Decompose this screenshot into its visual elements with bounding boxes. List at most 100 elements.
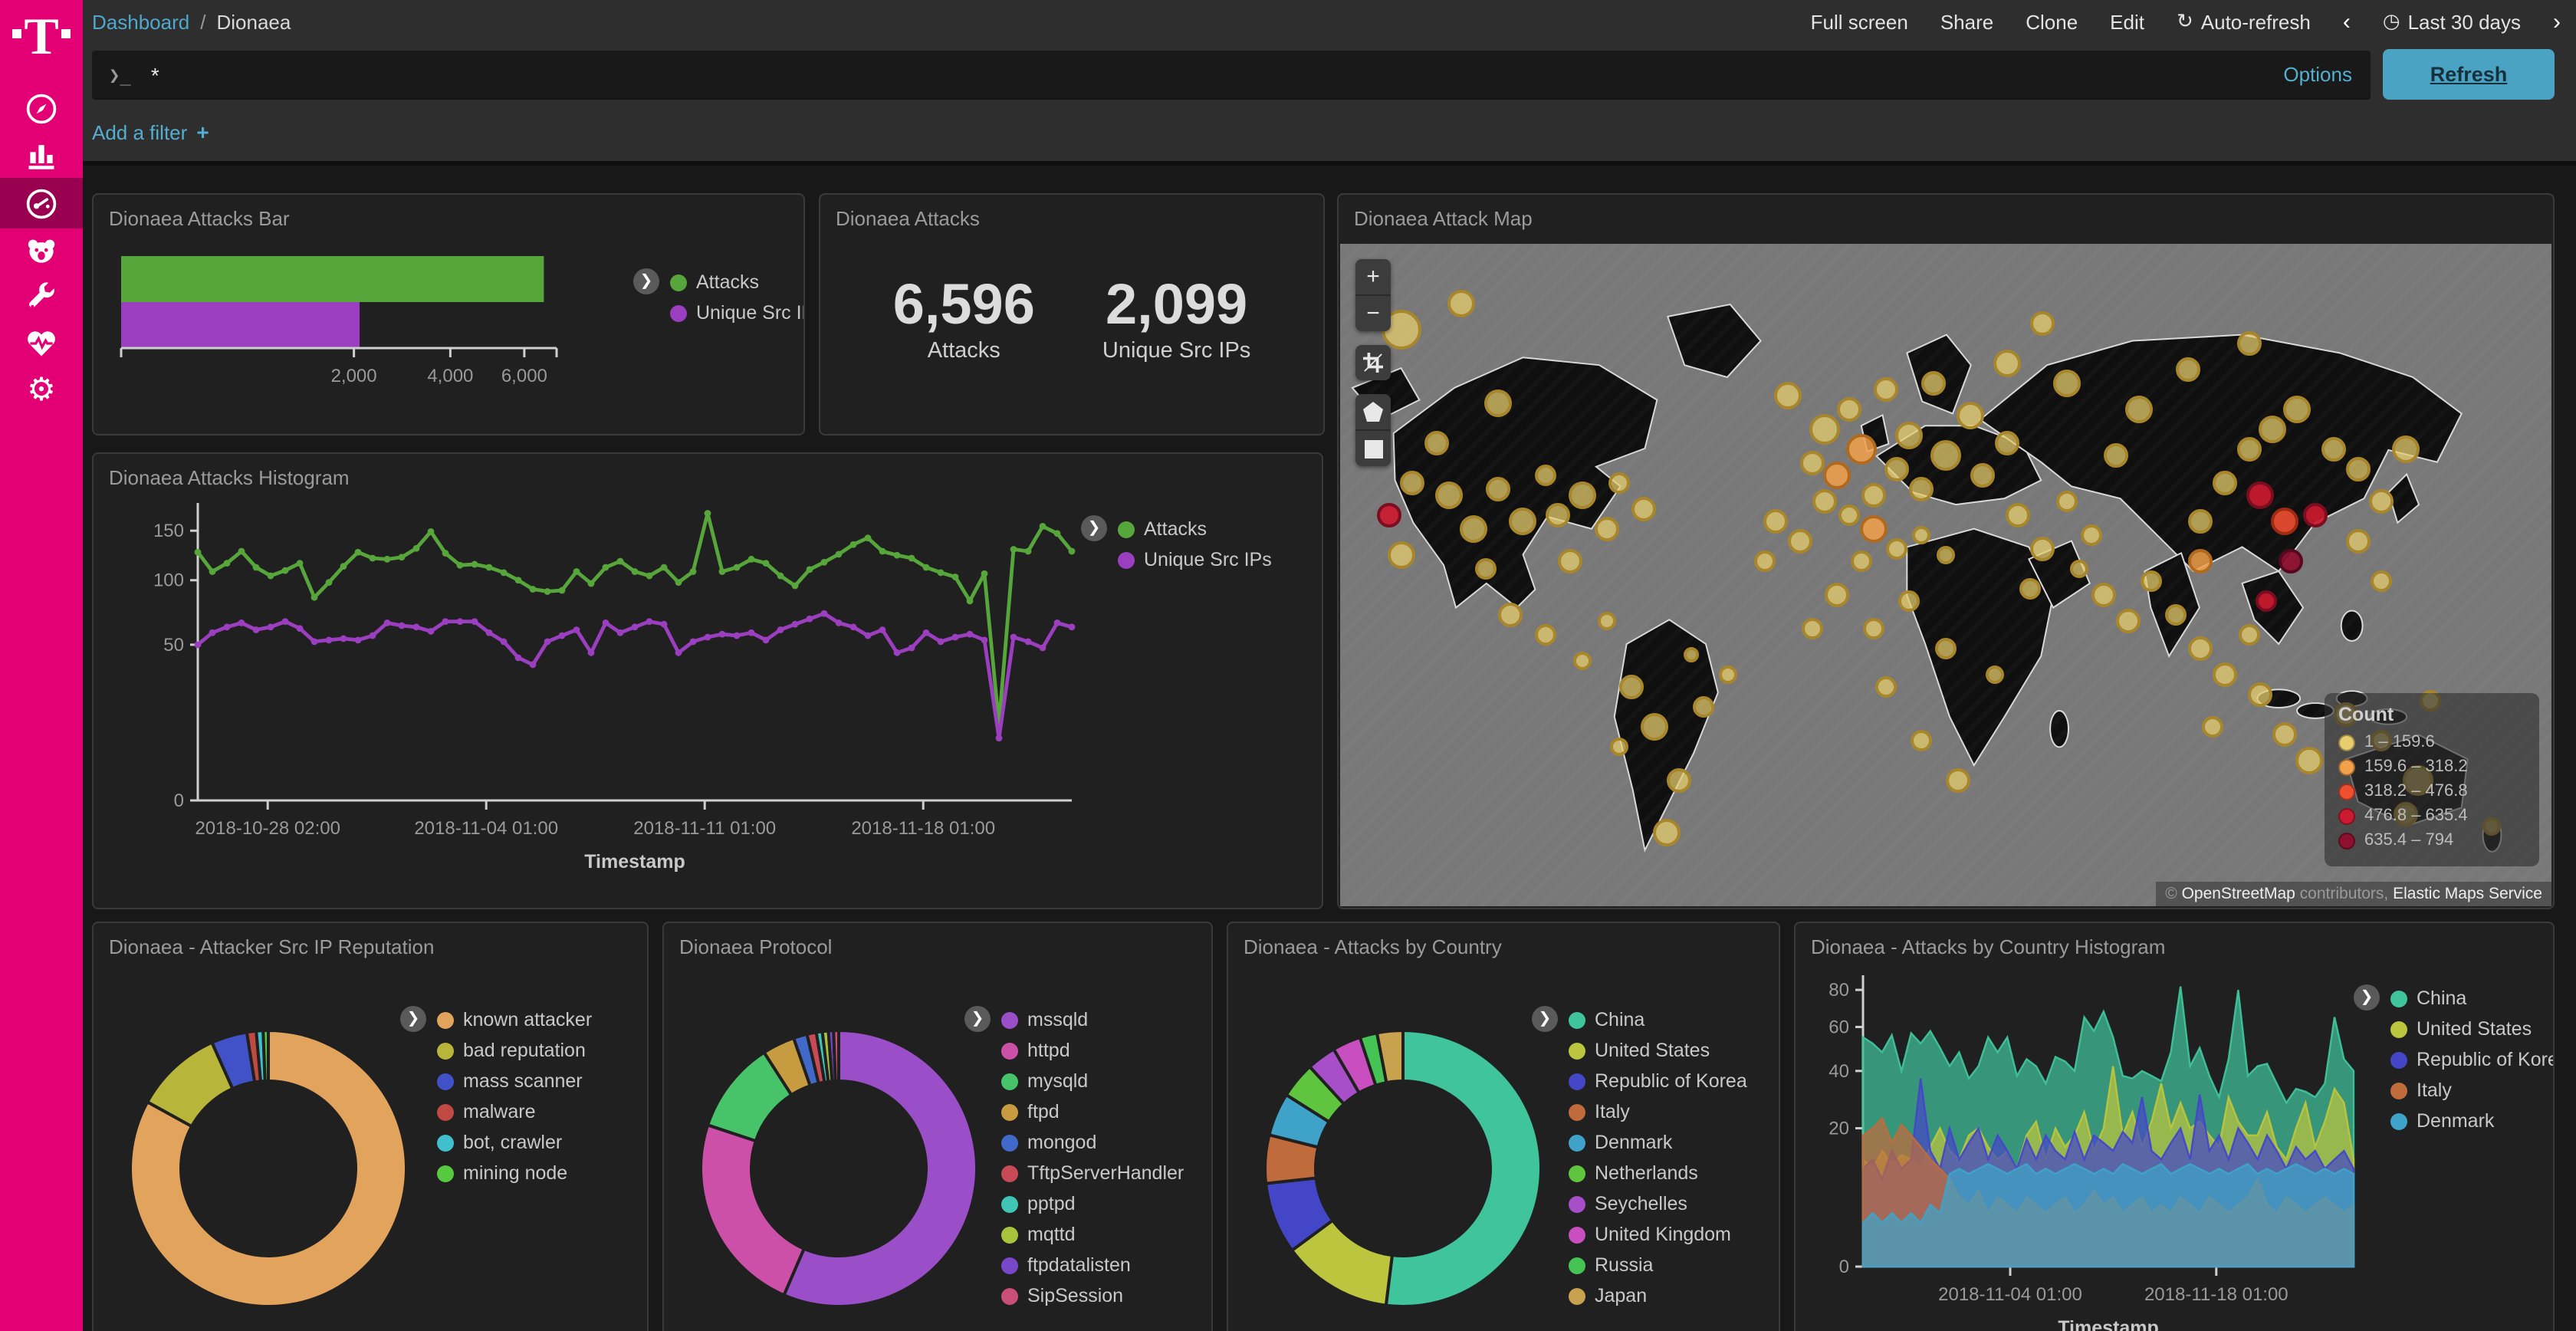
legend-item[interactable]: Republic of Korea [2390, 1049, 2553, 1070]
data-point[interactable] [879, 547, 886, 555]
data-point[interactable] [835, 550, 843, 558]
data-point[interactable] [398, 554, 406, 561]
data-point[interactable] [267, 623, 274, 631]
legend-item[interactable]: mining node [437, 1162, 592, 1184]
ems-link[interactable]: Elastic Maps Service [2393, 885, 2542, 903]
legend-item[interactable]: Japan [1569, 1285, 1747, 1306]
data-point[interactable] [689, 568, 697, 575]
time-forward-chevron[interactable]: › [2553, 8, 2561, 35]
legend-item[interactable]: United States [1569, 1040, 1747, 1061]
legend-item[interactable]: mssqld [1001, 1009, 1184, 1030]
data-point[interactable] [471, 560, 478, 568]
data-point[interactable] [238, 619, 245, 626]
data-point[interactable] [835, 619, 843, 626]
data-point[interactable] [412, 544, 420, 552]
legend-item[interactable]: pptpd [1001, 1193, 1184, 1214]
data-point[interactable] [500, 638, 508, 646]
data-point[interactable] [412, 623, 420, 631]
data-point[interactable] [252, 564, 260, 571]
data-point[interactable] [922, 564, 930, 571]
data-point[interactable] [748, 555, 755, 563]
data-point[interactable] [558, 632, 566, 639]
data-point[interactable] [471, 618, 478, 626]
data-point[interactable] [806, 566, 813, 573]
data-point[interactable] [908, 644, 915, 652]
data-point[interactable] [908, 554, 915, 562]
data-point[interactable] [820, 558, 828, 566]
time-back-chevron[interactable]: ‹ [2342, 8, 2351, 35]
data-point[interactable] [820, 610, 828, 617]
legend-expand-icon[interactable]: ❯ [1081, 515, 1107, 541]
legend-item[interactable]: China [1569, 1009, 1747, 1030]
data-point[interactable] [310, 593, 318, 601]
breadcrumb-dashboard-link[interactable]: Dashboard [92, 10, 190, 33]
data-point[interactable] [791, 582, 799, 590]
share-button[interactable]: Share [1940, 10, 1994, 33]
data-point[interactable] [689, 638, 697, 646]
gear-icon[interactable]: ⚙ [27, 372, 56, 407]
legend-item[interactable]: SipSession [1001, 1285, 1184, 1306]
compass-icon[interactable] [0, 86, 83, 132]
data-point[interactable] [748, 629, 755, 636]
data-point[interactable] [966, 597, 974, 605]
data-point[interactable] [558, 587, 566, 594]
data-point[interactable] [951, 573, 959, 580]
data-point[interactable] [966, 630, 974, 638]
add-filter-button[interactable]: Add a filter + [92, 120, 209, 144]
map-draw-rectangle-button[interactable] [1355, 431, 1391, 466]
data-point[interactable] [704, 633, 711, 641]
donut-slice[interactable] [781, 1028, 978, 1308]
query-input[interactable]: * [150, 62, 159, 87]
data-point[interactable] [369, 632, 376, 639]
map-zoom-in-button[interactable]: + [1355, 259, 1391, 296]
data-point[interactable] [456, 561, 464, 569]
legend-item[interactable]: Attacks [670, 271, 803, 293]
donut-slice[interactable] [129, 1028, 408, 1308]
donut-slice[interactable] [699, 1122, 807, 1297]
data-point[interactable] [296, 625, 304, 633]
data-point[interactable] [427, 627, 435, 635]
data-point[interactable] [951, 633, 959, 641]
query-options-link[interactable]: Options [2283, 63, 2352, 86]
data-point[interactable] [1053, 530, 1061, 537]
data-point[interactable] [718, 630, 726, 638]
data-point[interactable] [762, 636, 770, 644]
wrench-icon[interactable] [0, 274, 83, 320]
data-point[interactable] [194, 548, 202, 556]
data-point[interactable] [646, 618, 653, 626]
data-point[interactable] [223, 623, 231, 631]
data-point[interactable] [514, 577, 522, 584]
bear-icon[interactable] [0, 228, 83, 274]
data-point[interactable] [296, 560, 304, 567]
legend-item[interactable]: bad reputation [437, 1040, 592, 1061]
donut-slice[interactable] [1375, 1028, 1405, 1085]
legend-item[interactable]: malware [437, 1101, 592, 1122]
data-point[interactable] [340, 635, 347, 642]
legend-item[interactable]: Russia [1569, 1254, 1747, 1276]
legend-expand-icon[interactable]: ❯ [2354, 984, 2380, 1011]
map-zoom-out-button[interactable]: − [1355, 296, 1391, 331]
data-point[interactable] [398, 622, 406, 629]
legend-item[interactable]: mass scanner [437, 1070, 592, 1092]
data-point[interactable] [310, 638, 318, 646]
legend-item[interactable]: known attacker [437, 1009, 592, 1030]
legend-expand-icon[interactable]: ❯ [964, 1006, 991, 1032]
data-point[interactable] [675, 649, 682, 656]
map-fit-bounds-button[interactable] [1355, 345, 1391, 380]
data-point[interactable] [354, 636, 362, 644]
legend-item[interactable]: Denmark [2390, 1110, 2553, 1132]
data-point[interactable] [879, 626, 886, 633]
data-point[interactable] [281, 567, 289, 574]
bar[interactable] [121, 256, 544, 302]
legend-expand-icon[interactable]: ❯ [1532, 1006, 1558, 1032]
legend-item[interactable]: ftpdatalisten [1001, 1254, 1184, 1276]
map-draw-polygon-button[interactable] [1355, 394, 1391, 431]
data-point[interactable] [616, 629, 624, 636]
data-point[interactable] [1053, 619, 1061, 626]
data-point[interactable] [777, 572, 784, 580]
data-point[interactable] [223, 560, 231, 567]
data-point[interactable] [1068, 547, 1076, 555]
data-point[interactable] [937, 569, 945, 577]
data-point[interactable] [194, 641, 202, 649]
donut-slice[interactable] [832, 1028, 840, 1083]
